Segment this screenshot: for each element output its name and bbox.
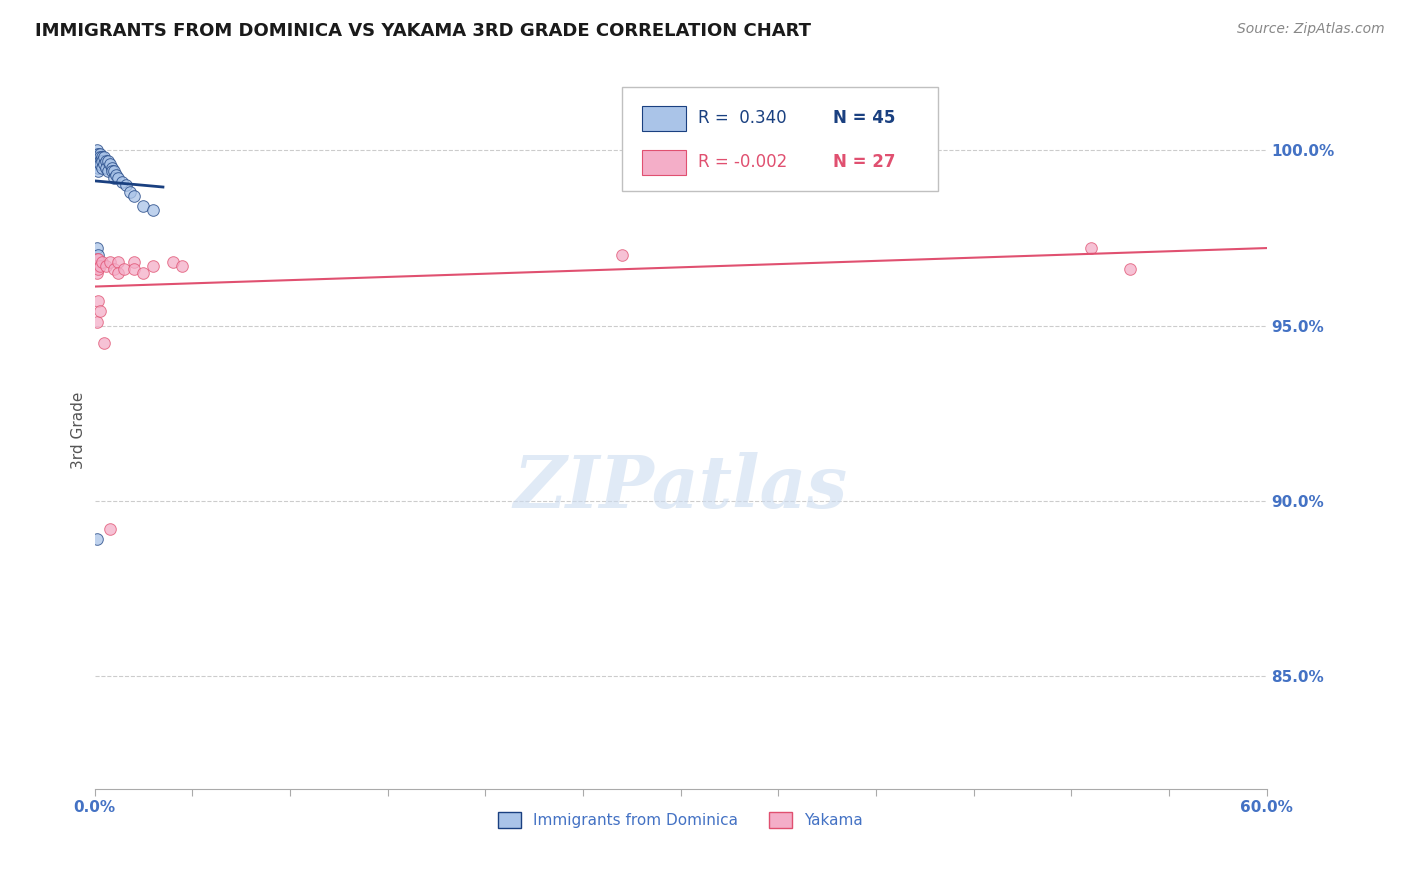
Point bbox=[91, 255, 114, 269]
Point bbox=[107, 255, 129, 269]
Point bbox=[86, 315, 108, 329]
Point bbox=[86, 157, 108, 171]
Legend: Immigrants from Dominica, Yakama: Immigrants from Dominica, Yakama bbox=[492, 806, 869, 835]
Point bbox=[172, 259, 194, 273]
Point bbox=[111, 175, 134, 189]
Point bbox=[93, 336, 115, 351]
Point bbox=[86, 150, 108, 164]
Point bbox=[89, 259, 111, 273]
Text: Source: ZipAtlas.com: Source: ZipAtlas.com bbox=[1237, 22, 1385, 37]
Point bbox=[87, 153, 110, 168]
Text: IMMIGRANTS FROM DOMINICA VS YAKAMA 3RD GRADE CORRELATION CHART: IMMIGRANTS FROM DOMINICA VS YAKAMA 3RD G… bbox=[35, 22, 811, 40]
Text: N = 27: N = 27 bbox=[832, 153, 896, 171]
Point bbox=[162, 255, 184, 269]
Point bbox=[105, 168, 128, 182]
Point bbox=[118, 186, 141, 200]
Y-axis label: 3rd Grade: 3rd Grade bbox=[72, 392, 86, 469]
Bar bbox=[643, 150, 686, 175]
Point bbox=[112, 262, 135, 277]
Point bbox=[103, 171, 125, 186]
Point bbox=[132, 199, 155, 213]
Point bbox=[86, 259, 108, 273]
Text: ZIPatlas: ZIPatlas bbox=[513, 452, 848, 524]
Point bbox=[142, 259, 165, 273]
Point bbox=[107, 266, 129, 280]
Text: R =  0.340: R = 0.340 bbox=[699, 109, 787, 127]
Point bbox=[86, 241, 108, 255]
Point bbox=[89, 153, 111, 168]
Point bbox=[98, 522, 121, 536]
Point bbox=[96, 153, 118, 168]
Point bbox=[87, 150, 110, 164]
Point bbox=[101, 164, 124, 178]
Point bbox=[91, 150, 114, 164]
Point bbox=[96, 259, 118, 273]
Text: N = 45: N = 45 bbox=[832, 109, 896, 127]
Point bbox=[89, 150, 111, 164]
Point bbox=[91, 153, 114, 168]
Point bbox=[610, 248, 633, 262]
Point bbox=[87, 262, 110, 277]
Point bbox=[87, 293, 110, 308]
Point bbox=[96, 161, 118, 175]
Point bbox=[122, 262, 145, 277]
Point bbox=[86, 146, 108, 161]
Point bbox=[91, 161, 114, 175]
Point bbox=[89, 157, 111, 171]
Point bbox=[87, 164, 110, 178]
Point bbox=[87, 248, 110, 262]
Point bbox=[122, 255, 145, 269]
Point bbox=[93, 157, 115, 171]
Point bbox=[132, 266, 155, 280]
Point bbox=[89, 146, 111, 161]
Point bbox=[101, 161, 124, 175]
Point bbox=[86, 266, 108, 280]
Point bbox=[89, 304, 111, 318]
Point bbox=[86, 252, 108, 266]
Point bbox=[87, 146, 110, 161]
Point bbox=[1080, 241, 1102, 255]
Bar bbox=[643, 105, 686, 130]
Point bbox=[103, 164, 125, 178]
Point bbox=[86, 143, 108, 157]
Point bbox=[98, 157, 121, 171]
Point bbox=[93, 150, 115, 164]
Point bbox=[97, 164, 120, 178]
Point bbox=[87, 252, 110, 266]
Point bbox=[142, 202, 165, 217]
Point bbox=[114, 178, 136, 193]
Point bbox=[87, 161, 110, 175]
Point bbox=[1119, 262, 1142, 277]
Text: R = -0.002: R = -0.002 bbox=[699, 153, 787, 171]
Point bbox=[98, 255, 121, 269]
Point bbox=[107, 171, 129, 186]
Point bbox=[97, 153, 120, 168]
Point bbox=[87, 157, 110, 171]
Point bbox=[122, 188, 145, 202]
FancyBboxPatch shape bbox=[621, 87, 938, 191]
Point bbox=[103, 262, 125, 277]
Point bbox=[86, 533, 108, 547]
Point bbox=[86, 153, 108, 168]
